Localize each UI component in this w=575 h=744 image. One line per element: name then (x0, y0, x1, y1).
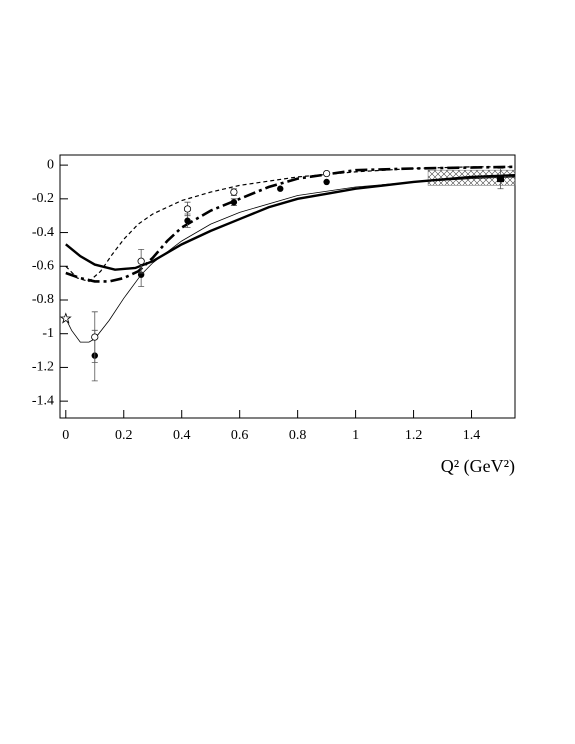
x-tick-label: 0 (62, 428, 69, 443)
point (230, 188, 238, 196)
y-tick-label: -0.8 (32, 292, 54, 307)
x-tick-label: 0.4 (173, 428, 191, 443)
point (59, 312, 72, 324)
plot-frame (59, 154, 516, 419)
y-tick-label: -1 (42, 326, 54, 341)
x-axis-label: Q² (GeV²) (441, 456, 515, 477)
y-tick-label: 0 (47, 157, 54, 172)
x-tick-label: 0.8 (289, 428, 307, 443)
curve (65, 176, 516, 343)
y-tick-label: -0.6 (32, 258, 54, 273)
point (184, 217, 191, 224)
x-tick-label: 1.2 (405, 428, 423, 443)
y-tick-label: -1.4 (32, 393, 54, 408)
curve (65, 174, 516, 271)
point (323, 169, 331, 178)
point (323, 178, 330, 186)
x-tick-label: 0.2 (115, 428, 133, 443)
x-tick-label: 1 (352, 428, 359, 443)
point (497, 175, 505, 183)
x-tick-label: 1.4 (463, 428, 481, 443)
x-tick-label: 0.6 (231, 428, 249, 443)
point (91, 333, 99, 341)
point (277, 185, 284, 192)
y-tick-label: -0.4 (32, 225, 54, 240)
point (230, 199, 238, 206)
point (183, 205, 192, 213)
y-tick-label: -0.2 (32, 191, 54, 206)
y-tick-label: -1.2 (32, 360, 54, 375)
point (137, 257, 145, 265)
